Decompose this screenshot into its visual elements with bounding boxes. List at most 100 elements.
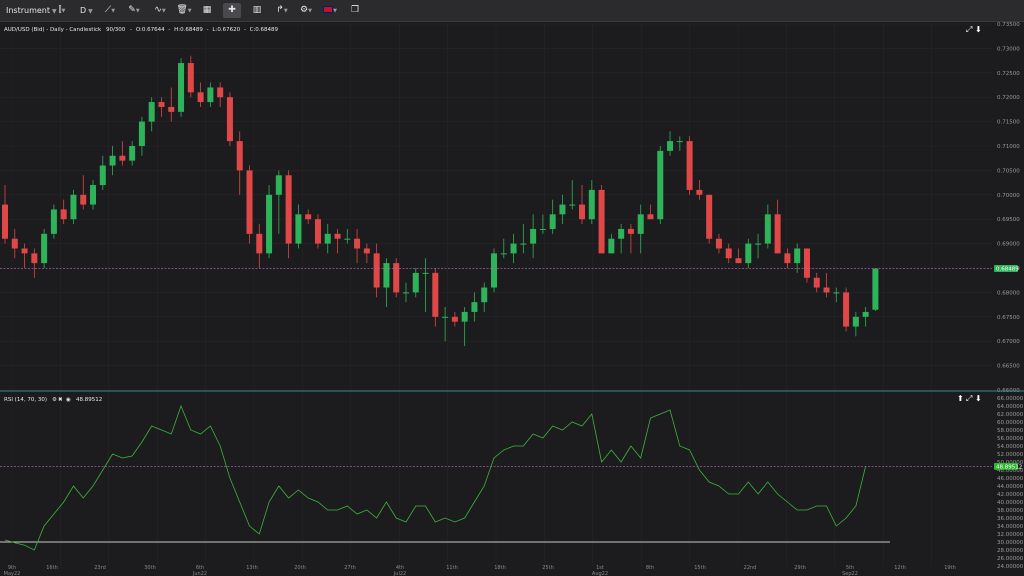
rsi-visibility-icon[interactable]: ◉ (66, 397, 71, 403)
chevron-down-icon: ▼ (283, 8, 288, 14)
crosshair-button[interactable]: ✚ (223, 3, 241, 18)
rsi-tick-label: 34.00000 (997, 524, 1024, 530)
rsi-panel[interactable]: RSI (14, 70, 30) ⚙ ✖ ◉ 48.89512 66.00000… (0, 394, 1024, 570)
rsi-current-label: 48.89512 (996, 464, 1022, 470)
time-tick-label: 13th (246, 565, 258, 571)
rsi-settings-icon[interactable]: ⚙ (52, 397, 57, 403)
candle-body (530, 228, 537, 244)
open-value: 0.67644 (142, 27, 165, 33)
time-tick-label: 25th (542, 565, 554, 571)
rsi-tick-label: 30.00000 (997, 540, 1024, 546)
time-tick-label: 16th (46, 565, 58, 571)
price-tick-label: 0.71000 (997, 144, 1020, 150)
layout-button[interactable]: ▦ (200, 3, 214, 18)
candle-body (373, 253, 380, 288)
candle-body (686, 141, 693, 190)
candlestick-type-icon: ⫿ (58, 5, 62, 15)
candle-body (217, 87, 224, 98)
chevron-down-icon: ▼ (52, 8, 57, 15)
expand-icon[interactable]: ⤢ (965, 25, 972, 34)
settings-button[interactable]: ⚙▼ (296, 3, 316, 18)
chart-area[interactable]: AUD/USD (Bid) - Daily - Candlestick 90/3… (0, 22, 1024, 576)
language-button[interactable]: ▼ (320, 3, 340, 18)
current-price-badge (994, 265, 1018, 273)
bar-chart-button[interactable]: ▥ (250, 3, 264, 18)
chevron-down-icon: ▼ (135, 8, 140, 14)
candle-body (246, 170, 253, 234)
crosshair-icon: ✚ (228, 5, 236, 15)
pen-button[interactable]: ✎▼ (124, 3, 144, 18)
time-tick-label: 29th (794, 565, 806, 571)
chevron-down-icon: ▼ (88, 8, 93, 15)
time-tick-label: 27th (344, 565, 356, 571)
rsi-tick-label: 40.00000 (997, 500, 1024, 506)
candle-body (637, 214, 644, 234)
candle-body (608, 238, 615, 254)
candle-body (823, 287, 830, 293)
candle-body (451, 316, 458, 322)
chevron-down-icon: ▼ (61, 8, 66, 14)
price-tick-label: 0.70500 (997, 168, 1020, 174)
rsi-tick-label: 46.00000 (997, 476, 1024, 482)
time-tick-label: 18th (494, 565, 506, 571)
rsi-tick-label: 48.00000 (997, 468, 1024, 474)
chevron-down-icon: ▼ (308, 8, 312, 14)
rsi-tick-label: 38.00000 (997, 508, 1024, 514)
rsi-tick-label: 64.00000 (997, 404, 1024, 410)
candle-body (432, 272, 439, 317)
share-button[interactable]: ↱▼ (272, 3, 292, 18)
chart-title: AUD/USD (Bid) - Daily - Candlestick (4, 27, 102, 33)
candle-body (21, 248, 28, 254)
candle-body (588, 189, 595, 220)
candle-body (539, 228, 546, 230)
rsi-close-icon[interactable]: ✖ (58, 397, 63, 403)
candle-body (324, 233, 331, 244)
popout-window-button[interactable]: ❐ (348, 3, 362, 18)
candle-body (471, 302, 478, 312)
drawing-tools-button[interactable]: ⟋▼ (100, 3, 120, 18)
rsi-tick-label: 36.00000 (997, 516, 1024, 522)
candle-body (706, 194, 713, 239)
rsi-arrow-down-icon[interactable]: ⬇ (975, 394, 982, 403)
price-tick-label: 0.67000 (997, 339, 1020, 345)
trash-icon: 🗑 (176, 5, 188, 15)
chart-background (0, 22, 1024, 576)
candle-body (80, 194, 87, 205)
candle-body (579, 204, 586, 220)
trash-button[interactable]: 🗑▼ (174, 3, 194, 18)
month-label: May22 (4, 571, 21, 576)
instrument-selector[interactable]: Instrument ▼ (6, 0, 57, 21)
timeframe-selector[interactable]: D ▼ (80, 0, 93, 21)
rsi-tick-label: 60.00000 (997, 420, 1024, 426)
rsi-move-up-icon[interactable]: ⬆ (957, 394, 964, 403)
rsi-tick-label: 42.00000 (997, 492, 1024, 498)
candle-body (402, 292, 409, 294)
price-tick-label: 0.73500 (997, 22, 1020, 28)
time-tick-label: 8th (646, 565, 654, 571)
candle-body (481, 287, 488, 303)
rsi-tick-label: 58.00000 (997, 428, 1024, 434)
candlestick-type-button[interactable]: ⫿▼ (52, 3, 72, 18)
candle-body (285, 175, 292, 244)
month-label: Jul22 (393, 571, 406, 576)
candle-body (872, 268, 879, 310)
rsi-expand-icon[interactable]: ⤢ (965, 394, 972, 403)
candle-body (31, 253, 38, 264)
candle-body (344, 238, 351, 240)
candle-body (549, 214, 556, 229)
price-tick-label: 0.69500 (997, 217, 1020, 223)
time-tick-label: 30th (144, 565, 156, 571)
main-chart-panel[interactable]: AUD/USD (Bid) - Daily - Candlestick 90/3… (0, 22, 1020, 394)
candle-body (745, 243, 752, 264)
arrow-down-icon[interactable]: ⬇ (975, 25, 982, 34)
candle-body (735, 258, 742, 264)
price-tick-label: 0.69000 (997, 242, 1020, 248)
candle-body (266, 194, 273, 254)
candle-body (618, 228, 625, 239)
candle-body (363, 248, 370, 254)
candle-body (774, 214, 781, 254)
indicator-button[interactable]: ∿▼ (150, 3, 170, 18)
price-tick-label: 0.68000 (997, 290, 1020, 296)
rsi-tick-label: 56.00000 (997, 436, 1024, 442)
candle-body (598, 189, 605, 254)
